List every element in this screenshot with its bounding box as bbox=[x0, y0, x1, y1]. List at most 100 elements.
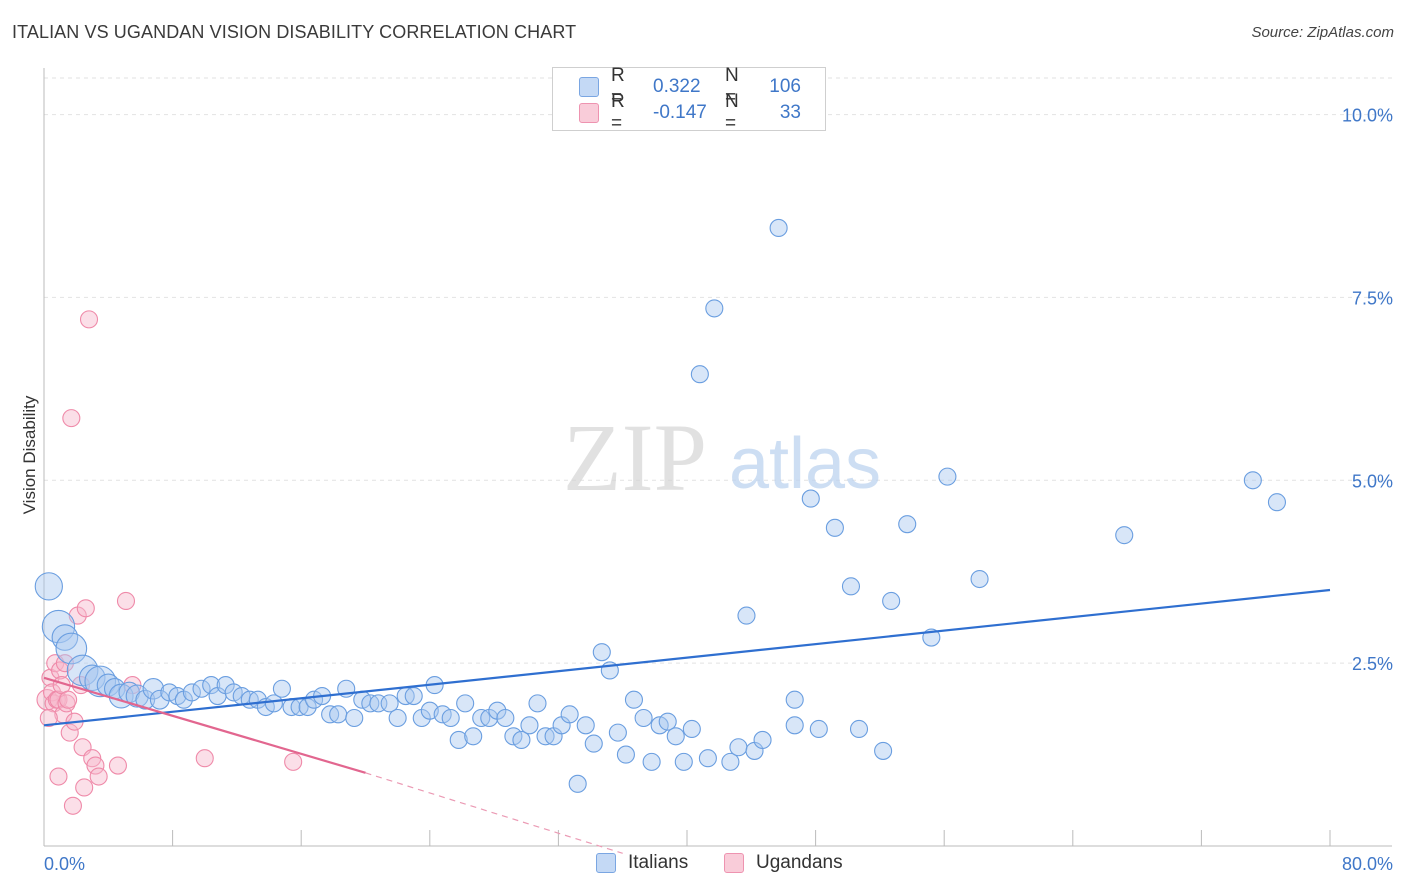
point-italians bbox=[441, 708, 460, 728]
point-italians bbox=[272, 679, 291, 698]
point-italians bbox=[1267, 493, 1287, 512]
point-italians bbox=[634, 708, 653, 728]
point-italians bbox=[642, 752, 661, 771]
point-italians bbox=[51, 624, 79, 651]
point-italians bbox=[801, 489, 820, 508]
y-tick-label: 7.5% bbox=[1352, 288, 1393, 308]
point-ugandans bbox=[39, 708, 58, 728]
point-italians bbox=[456, 694, 475, 713]
point-italians bbox=[785, 690, 804, 709]
tick-labels: 2.5% 5.0% 7.5% 10.0% 0.0% 80.0% bbox=[44, 106, 1393, 874]
grid-lines bbox=[44, 77, 1392, 664]
axes bbox=[43, 68, 1392, 847]
point-ugandans bbox=[60, 723, 79, 742]
y-tick-label: 10.0% bbox=[1342, 106, 1393, 126]
point-italians bbox=[658, 712, 677, 731]
point-italians bbox=[592, 643, 611, 662]
point-italians bbox=[202, 676, 221, 695]
legend-label-italians: Italians bbox=[628, 852, 689, 873]
point-italians bbox=[264, 694, 283, 713]
x-tick-label-min: 0.0% bbox=[44, 854, 85, 874]
point-italians bbox=[674, 752, 693, 771]
point-italians bbox=[970, 569, 989, 589]
legend-n-value: 106 bbox=[769, 76, 801, 97]
point-italians bbox=[576, 716, 595, 735]
point-italians bbox=[560, 705, 579, 724]
point-ugandans bbox=[195, 749, 214, 768]
series-italians-points bbox=[34, 218, 1287, 793]
point-italians bbox=[608, 723, 627, 742]
point-italians bbox=[182, 683, 201, 702]
point-italians bbox=[825, 518, 844, 537]
legend-r-value: -0.147 bbox=[653, 102, 707, 123]
point-italians bbox=[616, 745, 635, 764]
point-italians bbox=[898, 515, 917, 534]
point-italians bbox=[785, 716, 804, 735]
point-ugandans bbox=[284, 752, 303, 771]
watermark-zip: ZIP bbox=[563, 404, 707, 511]
point-italians bbox=[753, 730, 772, 749]
legend-n-label: N = bbox=[725, 91, 739, 134]
point-ugandans bbox=[76, 599, 95, 618]
point-italians bbox=[34, 572, 63, 601]
point-italians bbox=[496, 708, 515, 728]
point-italians bbox=[849, 719, 869, 739]
x-tick-label-max: 80.0% bbox=[1342, 854, 1393, 874]
trend-line-dashed-ugandans bbox=[365, 772, 623, 854]
legend-swatch-italians bbox=[579, 77, 599, 97]
watermark: ZIP atlas bbox=[563, 404, 881, 511]
legend-label-ugandans: Ugandans bbox=[756, 852, 843, 873]
point-ugandans bbox=[63, 796, 82, 815]
point-ugandans bbox=[49, 767, 68, 786]
point-italians bbox=[512, 730, 531, 749]
legend-swatch-ugandans bbox=[579, 103, 599, 123]
legend-item-italians: Italians bbox=[596, 852, 688, 874]
series-ugandans-points bbox=[36, 310, 303, 815]
point-ugandans bbox=[108, 756, 127, 775]
point-italians bbox=[55, 632, 88, 665]
legend-r-value: 0.322 bbox=[653, 76, 701, 97]
y-tick-label: 5.0% bbox=[1352, 471, 1393, 491]
series-legend: Italians Ugandans bbox=[0, 852, 1406, 878]
legend-r-label: R = bbox=[611, 91, 625, 134]
point-italians bbox=[464, 727, 483, 746]
point-italians bbox=[874, 741, 893, 760]
legend-swatch-ugandans bbox=[724, 853, 744, 873]
point-italians bbox=[584, 734, 603, 753]
correlation-legend: R = 0.322 N = 106 R = -0.147 N = 33 bbox=[552, 65, 826, 134]
y-tick-label: 2.5% bbox=[1352, 654, 1393, 674]
point-italians bbox=[404, 687, 423, 706]
point-italians bbox=[698, 749, 717, 768]
point-italians bbox=[135, 689, 156, 710]
point-italians bbox=[882, 591, 901, 611]
point-italians bbox=[1243, 471, 1262, 490]
point-italians bbox=[841, 577, 861, 596]
point-italians bbox=[809, 719, 828, 739]
point-ugandans bbox=[116, 591, 136, 611]
legend-n-value: 33 bbox=[779, 102, 801, 123]
legend-n-label: N = bbox=[725, 65, 739, 108]
point-ugandans bbox=[75, 778, 94, 797]
point-italians bbox=[737, 606, 756, 625]
trend-line-ugandans bbox=[43, 676, 366, 774]
point-italians bbox=[769, 218, 788, 237]
point-italians bbox=[142, 677, 165, 700]
point-italians bbox=[666, 727, 685, 746]
point-ugandans bbox=[89, 767, 108, 786]
point-italians bbox=[1115, 526, 1134, 545]
point-italians bbox=[721, 752, 740, 771]
point-italians bbox=[149, 689, 170, 710]
point-ugandans bbox=[86, 756, 105, 775]
point-ugandans bbox=[59, 690, 78, 709]
legend-item-ugandans: Ugandans bbox=[724, 852, 843, 874]
point-italians bbox=[449, 730, 468, 749]
chart-source: Source: ZipAtlas.com bbox=[1251, 24, 1394, 41]
trend-line-italians bbox=[43, 588, 1331, 727]
point-italians bbox=[329, 705, 348, 724]
watermark-atlas: atlas bbox=[729, 424, 881, 504]
point-italians bbox=[729, 738, 748, 757]
legend-swatch-italians bbox=[596, 853, 616, 873]
point-italians bbox=[624, 690, 644, 709]
chart-title: ITALIAN VS UGANDAN VISION DISABILITY COR… bbox=[12, 22, 577, 42]
point-italians bbox=[388, 708, 407, 728]
